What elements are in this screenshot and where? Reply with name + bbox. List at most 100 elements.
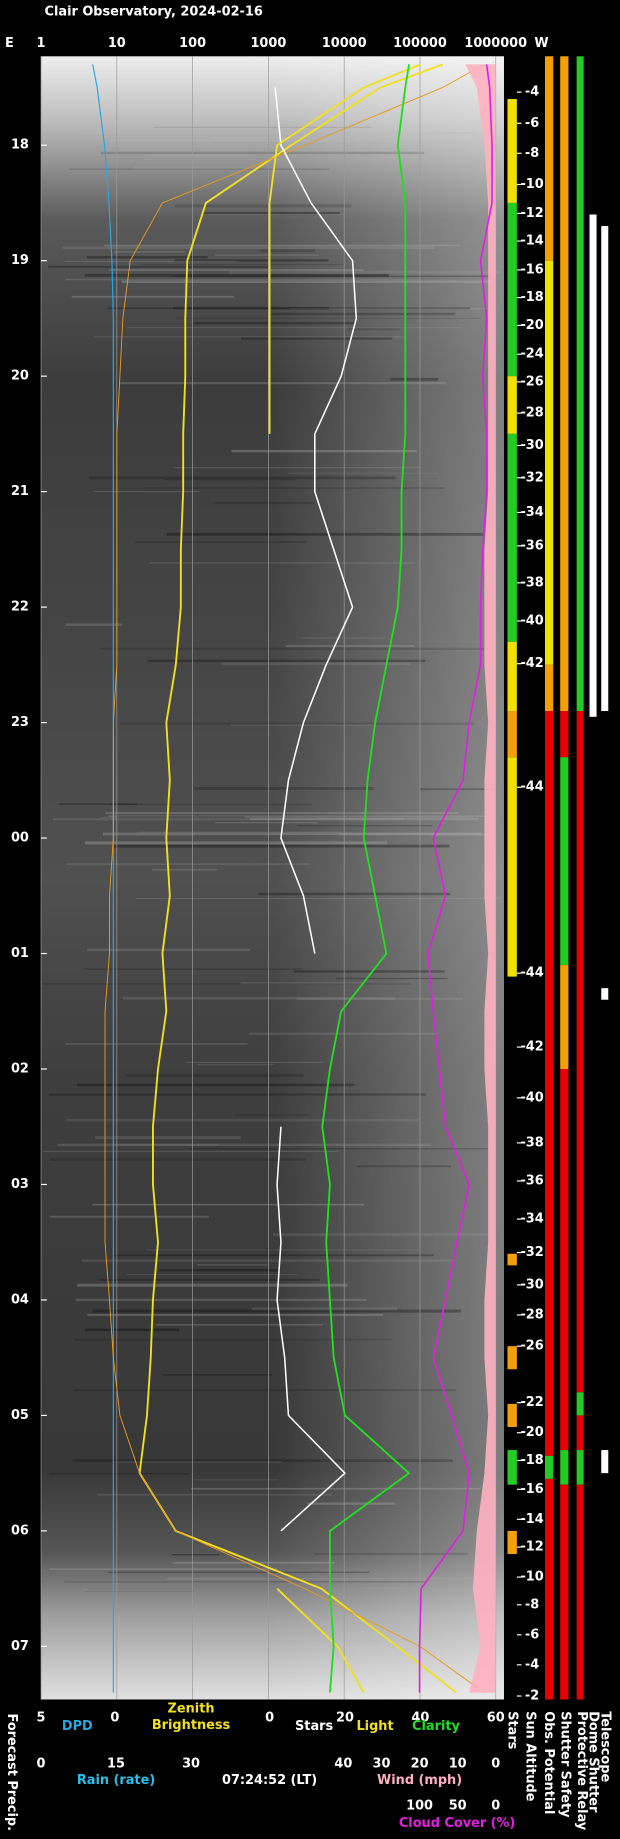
status-segment [544, 1455, 554, 1479]
keogram-streak [214, 501, 314, 505]
status-segment [576, 711, 584, 1393]
keogram-streak [194, 787, 374, 790]
sun-altitude-label: -22 [520, 1395, 543, 1410]
keogram-streak [348, 327, 400, 331]
keogram-streak [162, 1374, 273, 1376]
status-segment [560, 965, 569, 1070]
keogram-streak [111, 1254, 434, 1257]
keogram-streak [100, 647, 491, 650]
status-segment [576, 1450, 584, 1485]
status-segment [576, 1415, 584, 1451]
status-segment [560, 1069, 569, 1451]
x-tick-label: 100 [406, 1799, 433, 1814]
keogram-streak [390, 377, 439, 381]
keogram-streak [148, 562, 414, 564]
keogram-streak [197, 1264, 268, 1266]
keogram-streak [195, 834, 431, 836]
sun-altitude-label: -38 [520, 575, 543, 590]
keogram-streak [286, 645, 415, 647]
keogram-streak [126, 1273, 298, 1275]
sun-altitude-label: -30 [520, 438, 543, 453]
series-line [104, 63, 485, 1693]
keogram-streak [177, 317, 481, 319]
sun-altitude-label: -10 [520, 1570, 543, 1585]
x-tick-label: 0 [491, 1799, 500, 1814]
keogram-streak [75, 1298, 367, 1302]
keogram-streak [296, 997, 464, 1000]
status-segment [560, 757, 569, 966]
keogram-streak [65, 278, 420, 281]
axis-label: Rain (rate) [77, 1773, 155, 1788]
keogram-streak [65, 623, 123, 626]
status-segment [544, 711, 554, 1456]
keogram-streak [104, 244, 461, 247]
keogram-streak [139, 831, 342, 833]
x-tick-label: 5 [37, 1711, 46, 1726]
keogram-streak [92, 1203, 364, 1206]
x-tick-label: 0 [491, 1756, 500, 1771]
keogram-streak [139, 264, 344, 266]
keogram-streak [230, 724, 373, 726]
keogram-streak [338, 833, 489, 836]
keogram-streak [66, 1118, 420, 1122]
keogram-streak [357, 1165, 452, 1168]
sun-altitude-label: -16 [520, 262, 543, 277]
x-tick-label: 20 [336, 1711, 354, 1726]
keogram-streak [100, 151, 425, 155]
keogram-streak [126, 1073, 304, 1077]
keogram-streak [48, 265, 269, 268]
keogram-streak [144, 153, 256, 157]
keogram-streak [114, 844, 450, 848]
column-label: Stars [505, 1711, 520, 1749]
column-label: Protective Relay [574, 1711, 589, 1831]
y-tick-label: 01 [11, 946, 29, 961]
sun-altitude-label: -12 [520, 1540, 543, 1555]
column-label: Sun Altitude [522, 1711, 537, 1802]
x-tick-label: 0 [110, 1711, 119, 1726]
sun-altitude-label: -44 [520, 780, 543, 795]
keogram-streak [196, 1064, 274, 1066]
keogram-streak [122, 996, 396, 1000]
keogram-streak [99, 1278, 320, 1281]
y-tick-label: 23 [11, 715, 29, 730]
status-segment [544, 1478, 554, 1700]
keogram-streak [68, 168, 330, 170]
keogram-streak [88, 476, 396, 480]
status-segment [507, 1530, 517, 1554]
keogram-streak [94, 491, 200, 493]
keogram-streak [116, 816, 245, 818]
sun-altitude-label: -44 [520, 966, 543, 981]
sun-altitude-label: -40 [520, 1090, 543, 1105]
keogram-streak [59, 803, 138, 805]
keogram-streak [108, 815, 496, 818]
y-tick-label: 19 [11, 253, 29, 268]
status-segment [601, 226, 609, 712]
sun-altitude-label: -16 [520, 1482, 543, 1497]
sun-altitude-label: -28 [520, 1307, 543, 1322]
sun-altitude-label: -18 [520, 290, 543, 305]
sun-altitude-label: -28 [520, 406, 543, 421]
keogram-streak [97, 1493, 332, 1496]
x-tick-label: 0 [37, 1756, 46, 1771]
keogram-streak [202, 211, 340, 214]
keogram-streak [74, 1338, 392, 1341]
sun-altitude-label: -2 [525, 1689, 539, 1704]
keogram-streak [293, 970, 445, 973]
x-tick-label: 40 [411, 1711, 429, 1726]
keogram-streak [49, 1568, 278, 1570]
keogram-streak [272, 1233, 493, 1236]
keogram-streak [87, 948, 251, 952]
keogram-streak [49, 1158, 307, 1161]
keogram-stripes [42, 126, 501, 1592]
keogram-streak [260, 249, 315, 253]
status-segment [560, 1484, 569, 1700]
keogram-streak [257, 892, 451, 896]
status-segment [576, 1392, 584, 1416]
keogram-streak [127, 327, 462, 329]
status-segment [507, 99, 517, 203]
series-label: Clarity [412, 1719, 460, 1734]
column-label: Obs. Potential [541, 1711, 556, 1814]
series-label: DPD [62, 1719, 93, 1734]
keogram-streak [57, 1143, 432, 1147]
